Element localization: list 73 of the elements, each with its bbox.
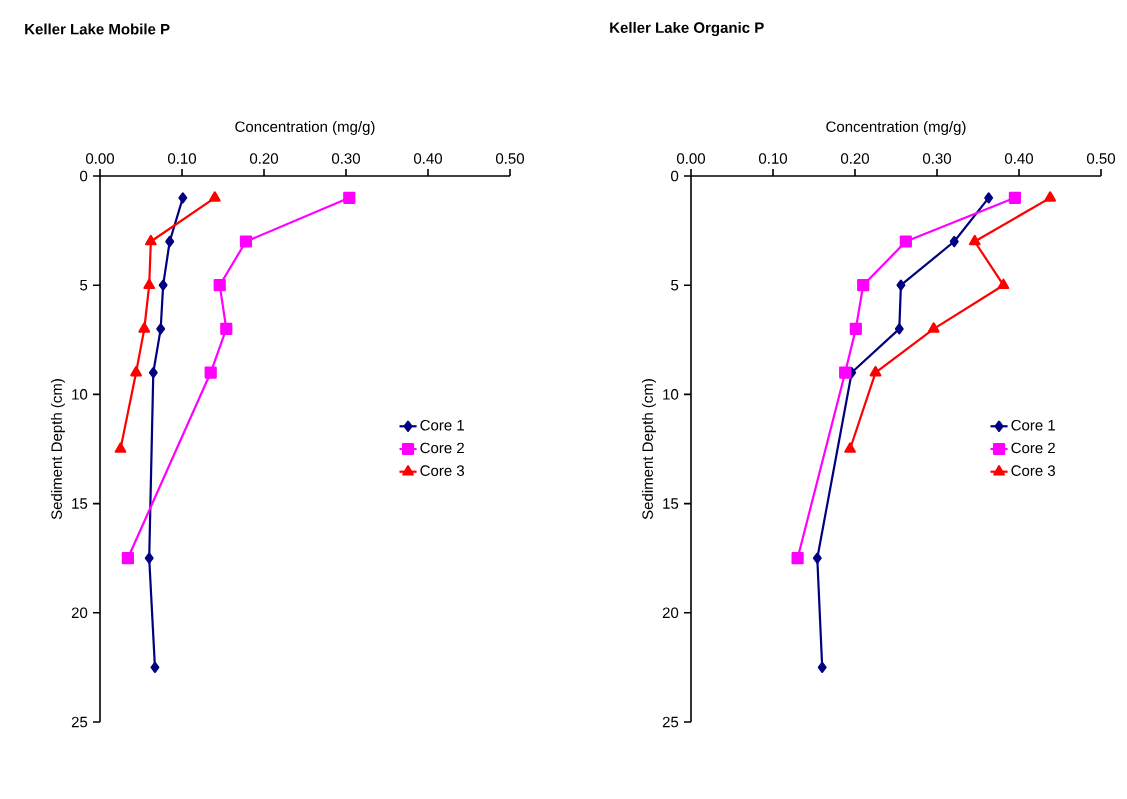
y-tick-label: 25 [71, 716, 88, 728]
point [150, 661, 160, 673]
x-axis-title: Concentration (mg/g) [235, 120, 375, 135]
point [812, 552, 822, 564]
point [1008, 191, 1021, 204]
x-tick-label: 0.50 [1086, 153, 1115, 164]
point [121, 552, 134, 565]
point [130, 365, 142, 377]
y-tick-label: 15 [663, 498, 679, 509]
point [114, 442, 127, 453]
x-tick-label: 0.20 [840, 153, 869, 164]
x-tick-label: 0.00 [676, 153, 706, 164]
y-axis-title: Sediment Depth (cm) [641, 379, 656, 520]
y-tick-label: 20 [71, 607, 88, 619]
chart-title: Keller Lake Mobile P [25, 23, 170, 35]
x-tick-label: 0.20 [249, 153, 279, 164]
point [156, 323, 166, 335]
x-axis-title: Concentration (mg/g) [826, 120, 966, 135]
y-tick-label: 10 [72, 389, 88, 400]
point [894, 323, 904, 335]
x-tick-label: 0.40 [413, 153, 442, 164]
x-tick-label: 0.10 [167, 153, 197, 164]
point [896, 279, 906, 291]
point [343, 191, 356, 204]
chart-title: Keller Lake Organic P [610, 21, 764, 37]
point [178, 192, 188, 204]
x-tick-label: 0.30 [922, 153, 951, 164]
point [239, 235, 253, 248]
legend-label: Core 1 [1011, 419, 1055, 431]
point [144, 234, 157, 246]
point [857, 279, 870, 292]
point [220, 322, 233, 335]
point [144, 552, 154, 564]
point [949, 235, 959, 248]
x-tick-label: 0.50 [495, 153, 524, 164]
legend-label: Core 2 [1011, 442, 1055, 454]
y-tick-label: 0 [80, 170, 88, 182]
point [791, 552, 804, 565]
point [204, 366, 217, 379]
legend-label: Core 3 [1011, 465, 1056, 476]
point [817, 661, 827, 673]
point [208, 191, 221, 202]
y-axis-title: Sediment Depth (cm) [50, 379, 65, 520]
point [869, 365, 882, 377]
y-tick-label: 25 [662, 716, 679, 728]
point [148, 366, 158, 379]
x-tick-label: 0.40 [1004, 153, 1033, 164]
point [138, 322, 151, 333]
x-tick-label: 0.00 [85, 153, 115, 164]
legend-label: Core 3 [420, 465, 465, 476]
point [997, 278, 1010, 290]
y-tick-label: 0 [671, 170, 679, 182]
point [839, 366, 852, 379]
point [143, 278, 156, 290]
point [984, 192, 994, 204]
y-tick-label: 5 [80, 279, 88, 291]
point [158, 279, 168, 291]
point [927, 322, 940, 333]
point [968, 234, 981, 246]
y-tick-label: 5 [671, 279, 679, 291]
y-tick-label: 10 [663, 389, 679, 400]
legend-label: Core 2 [420, 442, 464, 454]
point [1044, 191, 1057, 202]
x-tick-label: 0.10 [758, 153, 787, 164]
y-tick-label: 20 [662, 607, 679, 619]
y-tick-label: 15 [72, 498, 88, 509]
point [213, 279, 226, 292]
point [849, 322, 862, 335]
point [165, 235, 175, 248]
point [899, 235, 912, 248]
x-tick-label: 0.30 [331, 153, 360, 164]
point [844, 442, 856, 453]
legend-label: Core 1 [420, 419, 464, 431]
